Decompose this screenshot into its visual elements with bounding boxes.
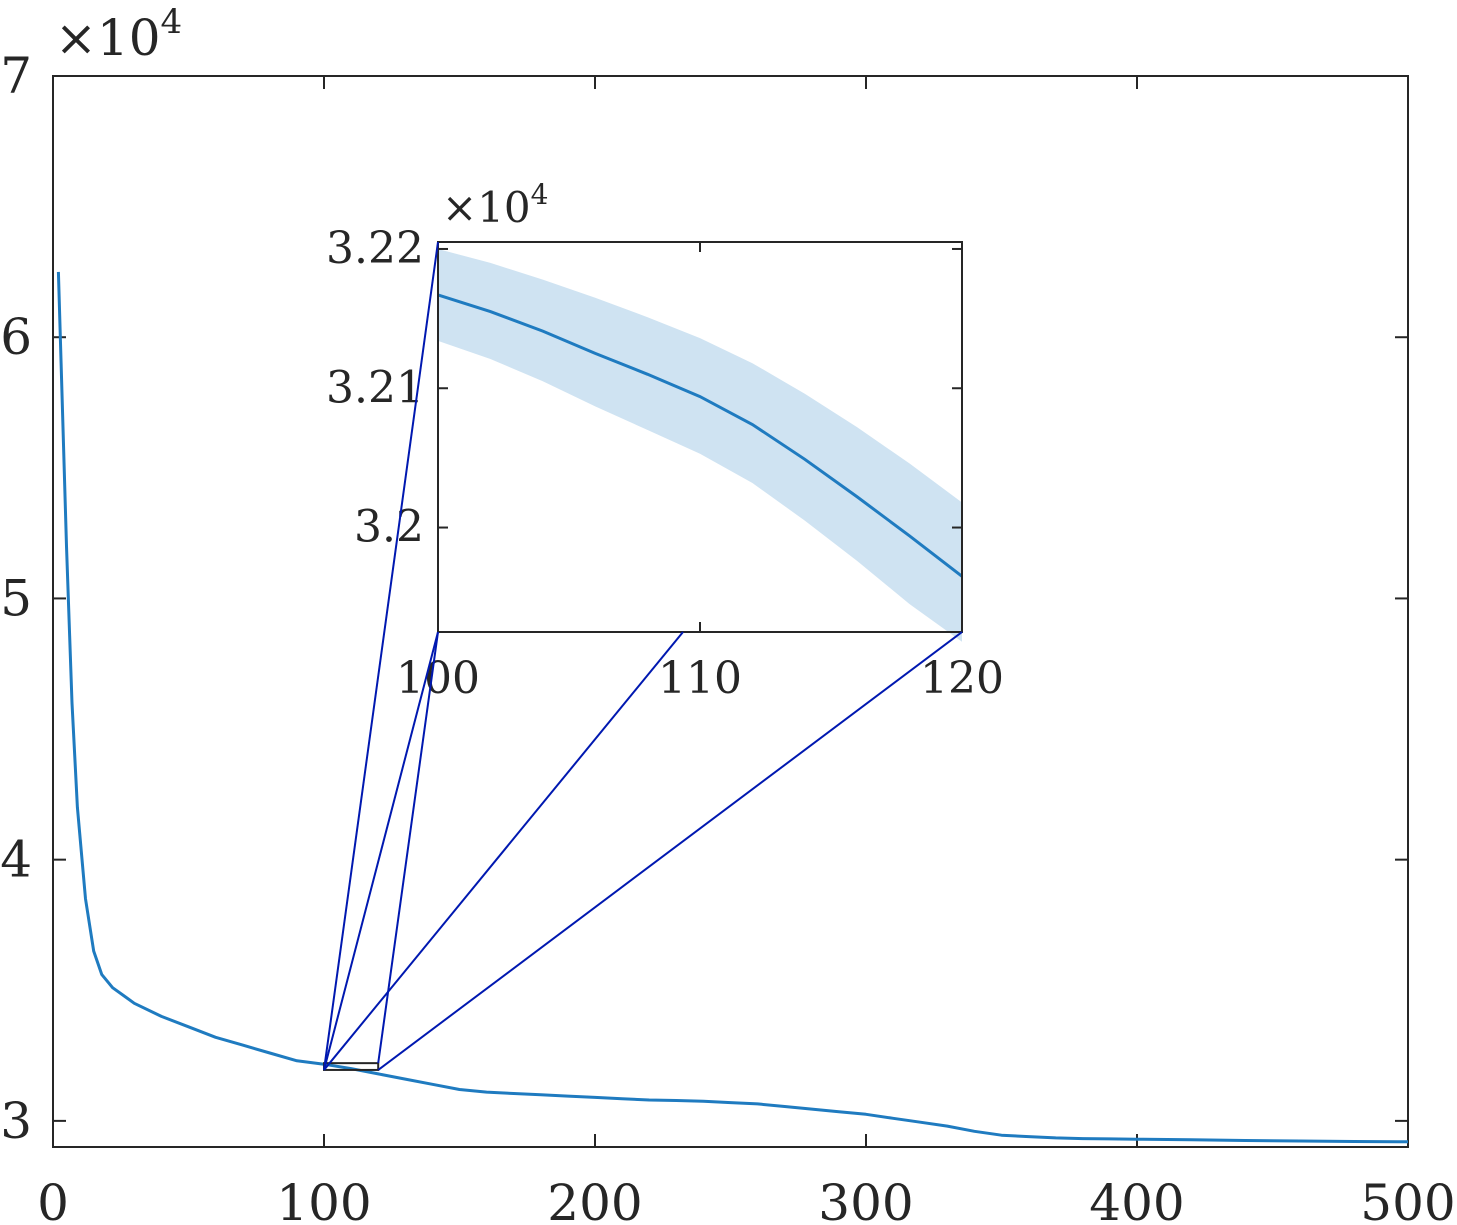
x-tick-label: 500 — [1360, 1174, 1455, 1225]
x-tick-label: 100 — [276, 1174, 371, 1225]
x-tick-label: 0 — [37, 1174, 69, 1225]
inset-y-exponent: ×104 — [442, 178, 548, 232]
x-tick-label: 400 — [1089, 1174, 1184, 1225]
inset-plot: 100 110 120 3.2 3.21 3.22 ×104 — [326, 178, 1004, 704]
main-y-exponent-power: 4 — [161, 2, 183, 42]
inset-x-tick-label: 110 — [658, 653, 742, 704]
zoom-connector-line — [323, 631, 684, 1071]
y-tick-label: 3 — [0, 1092, 32, 1150]
inset-y-exponent-power: 4 — [531, 178, 549, 211]
zoom-connector-line — [323, 241, 439, 1071]
main-ticks: 0 100 200 300 400 500 3 4 5 6 7 — [0, 47, 1456, 1225]
inset-y-tick-label: 3.2 — [354, 502, 424, 553]
main-plot-frame — [52, 75, 1409, 1148]
y-tick-label: 6 — [0, 308, 32, 366]
inset-ticks: 100 110 120 3.2 3.21 3.22 — [326, 223, 1004, 704]
series-line — [56, 271, 1409, 1144]
inset-confidence-band — [438, 249, 962, 642]
y-tick-label: 4 — [0, 831, 32, 889]
zoom-connector-line — [377, 631, 963, 1071]
y-tick-label: 5 — [0, 569, 32, 627]
inset-y-tick-label: 3.22 — [326, 223, 424, 274]
inset-y-tick-label: 3.21 — [326, 362, 424, 413]
main-series — [56, 271, 1409, 1144]
inset-x-tick-label: 100 — [396, 653, 480, 704]
inset-x-tick-label: 120 — [920, 653, 1004, 704]
zoom-connector-line — [323, 631, 439, 1071]
y-tick-label: 7 — [0, 47, 32, 105]
main-y-exponent-base: ×10 — [55, 9, 161, 67]
zoom-connector-line — [377, 631, 439, 1064]
x-tick-label: 200 — [547, 1174, 642, 1225]
x-tick-label: 300 — [818, 1174, 913, 1225]
main-y-exponent: ×104 — [55, 2, 182, 67]
inset-y-exponent-base: ×10 — [442, 183, 531, 232]
inset-mean-line — [437, 293, 963, 578]
zoom-connector-lines — [323, 241, 963, 1071]
